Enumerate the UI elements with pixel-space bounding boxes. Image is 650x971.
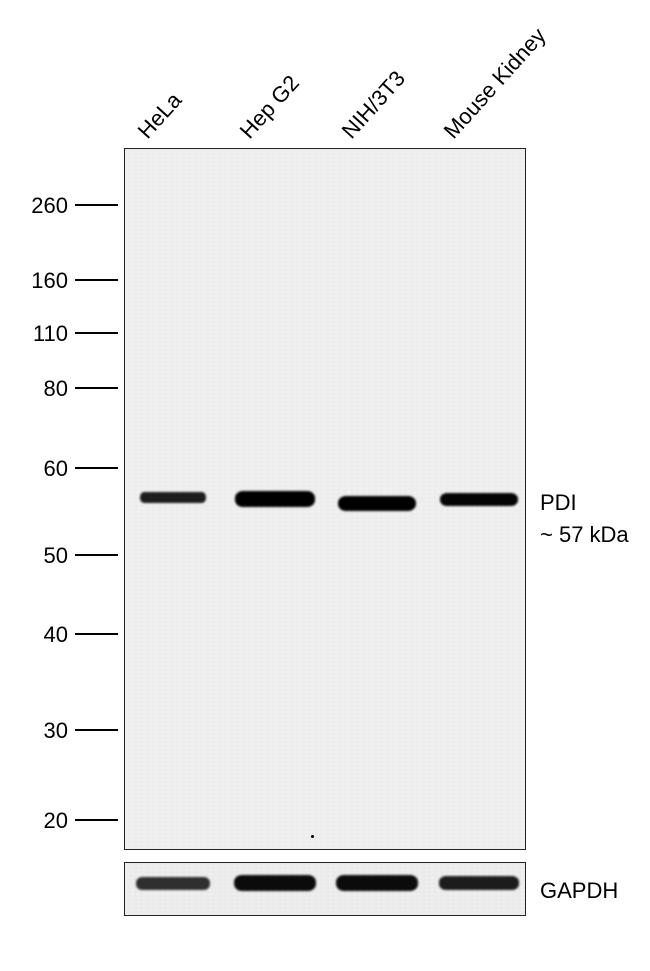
mw-label: 50 <box>18 543 68 569</box>
mw-tick <box>75 729 118 731</box>
mw-label: 80 <box>18 376 68 402</box>
loading-label: GAPDH <box>540 878 618 904</box>
pdi-band <box>140 492 206 503</box>
mw-label: 60 <box>18 456 68 482</box>
mw-label: 260 <box>18 193 68 219</box>
lane-label-hela: HeLa <box>133 88 188 144</box>
mw-label: 20 <box>18 808 68 834</box>
gapdh-band <box>336 875 418 891</box>
target-label: PDI <box>540 490 577 516</box>
mw-label: 30 <box>18 718 68 744</box>
gapdh-band <box>136 877 210 890</box>
gapdh-band <box>439 876 519 890</box>
mw-tick <box>75 467 118 469</box>
main-blot-panel <box>124 148 526 850</box>
pdi-band <box>338 496 416 511</box>
loading-blot-panel <box>124 862 526 916</box>
mw-tick <box>75 554 118 556</box>
target-mw-label: ~ 57 kDa <box>540 522 629 548</box>
gapdh-band <box>234 875 316 891</box>
mw-tick <box>75 819 118 821</box>
figure-canvas: HeLa Hep G2 NIH/3T3 Mouse Kidney PDI ~ 5… <box>0 0 650 971</box>
lane-label-nih3t3: NIH/3T3 <box>337 66 411 144</box>
lane-label-mouse-kidney: Mouse Kidney <box>439 23 552 144</box>
mw-tick <box>75 633 118 635</box>
mw-label: 160 <box>18 268 68 294</box>
mw-label: 40 <box>18 622 68 648</box>
pdi-band <box>440 493 518 506</box>
pdi-band <box>235 491 315 507</box>
mw-tick <box>75 204 118 206</box>
mw-tick <box>75 279 118 281</box>
mw-tick <box>75 387 118 389</box>
mw-tick <box>75 332 118 334</box>
mw-label: 110 <box>18 321 68 347</box>
lane-label-hepg2: Hep G2 <box>235 70 305 144</box>
artifact-spot <box>311 835 314 838</box>
